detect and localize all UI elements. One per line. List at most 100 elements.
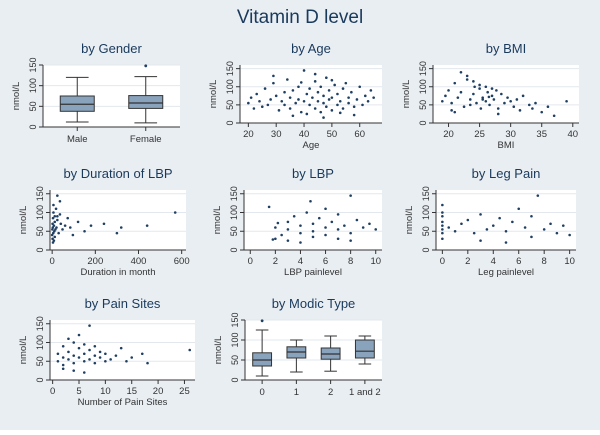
scatter-point bbox=[352, 113, 356, 117]
scatter-point bbox=[441, 237, 444, 241]
y-axis-label: nmol/L bbox=[212, 206, 223, 235]
scatter-point bbox=[349, 231, 352, 235]
scatter-point bbox=[102, 222, 106, 226]
x-tick-label: 5 bbox=[76, 386, 81, 397]
y-tick-label: 50 bbox=[35, 226, 45, 236]
scatter-point bbox=[61, 228, 64, 231]
x-tick-label: 600 bbox=[174, 256, 190, 267]
scatter-point bbox=[330, 109, 334, 112]
panel-title: by Duration of LBP bbox=[63, 166, 172, 181]
scatter-point bbox=[98, 350, 102, 354]
scatter-point bbox=[104, 359, 107, 363]
y-tick-label: 150 bbox=[35, 316, 45, 331]
scatter-point bbox=[498, 216, 501, 220]
panel-title: by Leg Pain bbox=[472, 166, 541, 181]
scatter-point bbox=[58, 199, 62, 203]
scatter-point bbox=[322, 101, 325, 105]
plot-area bbox=[244, 190, 382, 250]
scatter-point bbox=[77, 346, 81, 350]
scatter-point bbox=[283, 90, 286, 94]
box-body bbox=[354, 339, 375, 359]
scatter-point bbox=[441, 228, 444, 231]
scatter-point bbox=[88, 324, 91, 327]
scatter-point bbox=[56, 194, 59, 197]
scatter-point bbox=[521, 94, 525, 98]
scatter-point bbox=[363, 94, 367, 98]
scatter-point bbox=[299, 110, 303, 114]
y-tick-label: 0 bbox=[35, 377, 45, 382]
scatter-point bbox=[247, 101, 250, 105]
panel-6: by Leg Pain 0 50 100 150 nmol/L 0 2 4 6 8 10 Leg pai… bbox=[404, 166, 576, 278]
x-axis-label: Number of Pain Sites bbox=[78, 397, 168, 408]
scatter-point bbox=[286, 228, 290, 231]
y-tick-label: 0 bbox=[225, 120, 235, 125]
scatter-point bbox=[51, 222, 54, 226]
y-tick-label: 100 bbox=[229, 205, 239, 220]
scatter-point bbox=[188, 348, 192, 352]
scatter-point bbox=[488, 103, 491, 107]
scatter-point bbox=[453, 81, 457, 85]
x-tick-label: 30 bbox=[505, 129, 516, 140]
scatter-point bbox=[468, 98, 472, 101]
scatter-point bbox=[523, 226, 527, 229]
scatter-point bbox=[267, 205, 271, 209]
y-tick-label: 50 bbox=[421, 226, 431, 236]
scatter-point bbox=[89, 224, 93, 227]
scatter-point bbox=[484, 99, 488, 103]
scatter-point bbox=[350, 90, 353, 94]
figure-title: Vitamin D level bbox=[237, 7, 363, 28]
y-tick-label: 150 bbox=[229, 186, 239, 201]
y-axis-label: nmol/L bbox=[11, 82, 22, 111]
scatter-point bbox=[552, 114, 556, 118]
scatter-point bbox=[286, 239, 290, 242]
scatter-point bbox=[93, 344, 97, 348]
scatter-point bbox=[302, 69, 306, 72]
scatter-point bbox=[549, 222, 552, 226]
x-tick-label: 400 bbox=[131, 256, 147, 267]
scatter-point bbox=[343, 224, 346, 227]
scatter-point bbox=[341, 107, 345, 110]
plot-area bbox=[433, 65, 579, 123]
scatter-point bbox=[316, 90, 320, 94]
scatter-point bbox=[336, 213, 340, 216]
scatter-point bbox=[468, 103, 472, 107]
scatter-point bbox=[308, 87, 311, 90]
y-tick-label: 50 bbox=[225, 100, 235, 110]
scatter-point bbox=[272, 74, 275, 78]
scatter-point bbox=[333, 83, 336, 87]
x-axis-label: Leg painlevel bbox=[478, 267, 534, 278]
scatter-point bbox=[61, 363, 65, 367]
x-tick-label: 15 bbox=[126, 386, 137, 397]
x-tick-label: 1 bbox=[294, 387, 299, 398]
scatter-point bbox=[506, 96, 509, 99]
x-tick-label: 20 bbox=[243, 129, 254, 140]
scatter-point bbox=[500, 92, 503, 96]
scatter-point bbox=[56, 359, 60, 363]
scatter-point bbox=[145, 224, 149, 227]
panel-title: by BMI bbox=[486, 41, 526, 56]
scatter-point bbox=[98, 356, 102, 359]
x-axis-label: BMI bbox=[498, 140, 515, 151]
panel-8: by Modic Type 0 50 100 150 nmol/L 0 1 2 1 and 2 bbox=[213, 296, 382, 398]
scatter-point bbox=[274, 237, 277, 241]
scatter-point bbox=[266, 103, 270, 107]
panel-2: by Age 0 50 100 150 nmol/L 20 30 40 50 60 Age bbox=[208, 41, 382, 151]
scatter-point bbox=[317, 216, 321, 220]
scatter-point bbox=[515, 98, 519, 101]
x-tick-label: 2 bbox=[328, 387, 333, 398]
scatter-point bbox=[368, 222, 371, 226]
scatter-point bbox=[466, 218, 470, 222]
scatter-point bbox=[305, 112, 309, 116]
scatter-point bbox=[311, 235, 315, 239]
box-body bbox=[128, 95, 164, 109]
scatter-point bbox=[76, 220, 80, 224]
scatter-point bbox=[490, 94, 494, 98]
scatter-point bbox=[72, 354, 76, 357]
x-tick-label: 2 bbox=[465, 256, 470, 267]
scatter-point bbox=[372, 96, 375, 99]
scatter-point bbox=[114, 354, 118, 357]
scatter-point bbox=[341, 87, 345, 90]
scatter-point bbox=[59, 222, 63, 226]
scatter-point bbox=[465, 74, 469, 78]
